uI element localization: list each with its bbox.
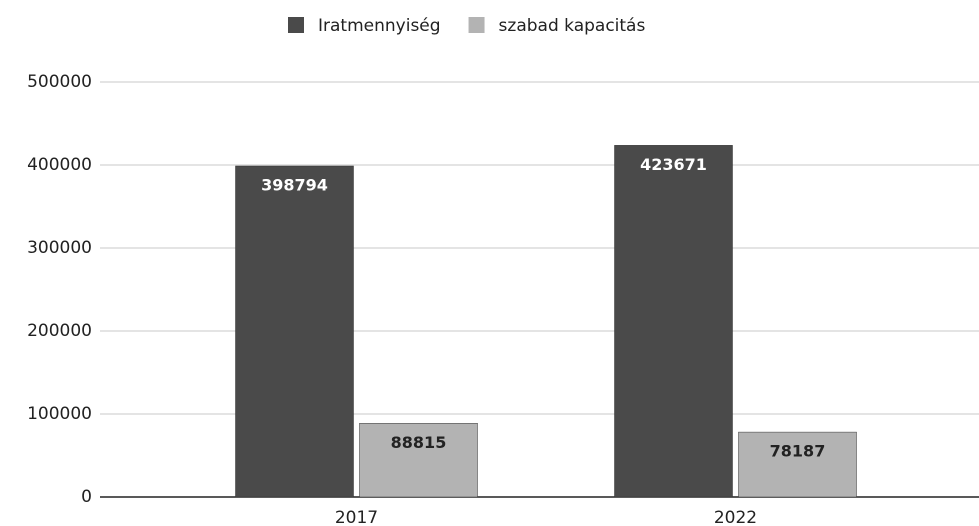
legend-label: Iratmennyiség [318, 16, 441, 36]
x-tick-label: 2022 [714, 508, 757, 526]
y-tick-label: 500000 [27, 72, 92, 92]
y-tick-label: 300000 [27, 238, 92, 258]
y-tick-label: 0 [81, 487, 92, 507]
legend-swatch [468, 17, 485, 33]
data-label: 398794 [261, 176, 328, 195]
y-tick-label: 100000 [27, 404, 92, 424]
bar [235, 165, 354, 498]
bar [359, 423, 478, 498]
x-tick-label: 2017 [335, 508, 378, 526]
y-tick-label: 200000 [27, 321, 92, 341]
data-label: 78187 [770, 442, 826, 461]
data-label: 88815 [391, 433, 447, 452]
legend-swatch [288, 17, 304, 33]
legend-label: szabad kapacitás [499, 16, 646, 36]
y-tick-label: 400000 [27, 155, 92, 175]
bar [738, 431, 857, 498]
data-label: 423671 [640, 155, 707, 174]
bar [614, 145, 733, 498]
